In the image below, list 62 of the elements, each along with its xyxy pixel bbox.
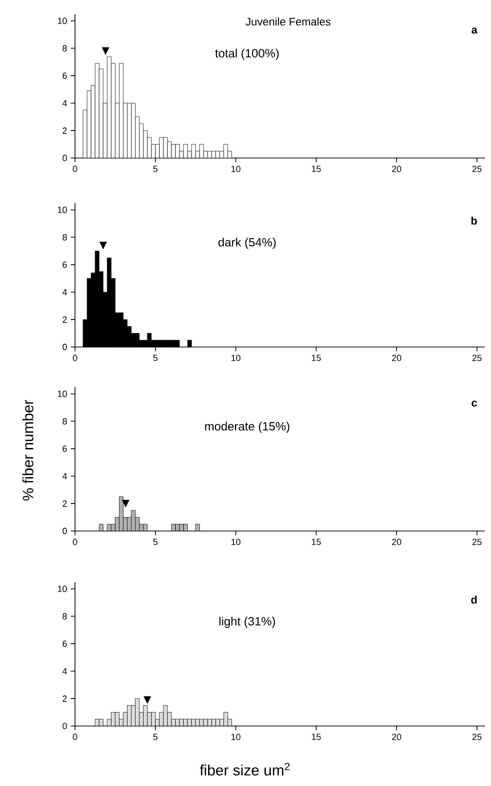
y-tick-label: 8 [62,613,67,620]
x-tick-label: 25 [472,354,482,362]
x-tick-label: 5 [153,166,158,172]
y-tick-label: 4 [62,668,67,674]
y-tick-label: 4 [62,473,67,480]
x-tick-label: 0 [72,354,78,362]
annotation: ▼ [102,47,110,55]
x-tick-label: 25 [472,734,482,740]
y-tick-label: 0 [62,344,67,350]
y-tick-label: 2 [62,316,67,323]
y-tick-label: 6 [62,72,67,79]
y-tick-label: 2 [62,500,67,507]
x-tick-label: 15 [312,166,321,172]
x-axis-title: fiber size um$^{2}$ [200,762,290,776]
x-tick-label: 10 [231,538,240,546]
text: light (31%) [219,616,276,628]
y-tick-label: 10 [58,206,67,214]
y-axis-title: % fiber number [22,400,34,500]
x-tick-label: 0 [72,166,78,172]
annotation: ▼ [99,242,107,250]
x-tick-label: 15 [312,538,321,546]
y-tick-label: 6 [62,446,67,452]
text: moderate (15%) [205,422,290,433]
y-tick-label: 2 [62,695,67,702]
x-tick-label: 15 [312,734,321,740]
x-tick-label: 25 [472,538,482,546]
x-tick-label: 25 [472,166,482,172]
x-tick-label: 5 [153,354,158,362]
y-tick-label: 4 [62,289,67,296]
y-tick-label: 10 [58,18,67,24]
annotation: a [472,28,478,34]
y-tick-label: 10 [58,390,67,398]
x-tick-label: 5 [153,734,158,740]
x-tick-label: 20 [392,354,402,362]
y-tick-label: 8 [62,45,67,52]
y-tick-label: 0 [62,722,67,730]
annotation: d [471,596,477,604]
x-tick-label: 20 [392,166,402,172]
y-tick-label: 6 [62,262,67,268]
x-tick-label: 0 [72,734,78,740]
y-tick-label: 8 [62,234,67,240]
annotation: ▼ [144,696,152,704]
x-tick-label: 10 [231,166,240,172]
x-tick-label: 20 [392,734,402,740]
y-tick-label: 2 [62,127,67,134]
y-tick-label: 10 [58,586,67,592]
x-tick-label: 10 [231,734,240,740]
y-tick-label: 6 [62,640,67,647]
y-tick-label: 0 [62,528,67,534]
y-tick-label: 8 [62,418,67,424]
y-tick-label: 0 [62,154,67,162]
x-tick-label: 10 [231,354,240,362]
x-tick-label: 20 [392,538,402,546]
x-tick-label: 5 [153,538,158,546]
text: dark (54%) [218,238,276,249]
annotation: b [471,216,477,225]
x-tick-label: 15 [312,354,321,362]
annotation: c [472,400,478,407]
text: total (100%) [215,48,279,60]
x-tick-label: 0 [72,538,78,546]
y-tick-label: 4 [62,100,67,106]
chart-title: Juvenile Females [246,18,330,26]
